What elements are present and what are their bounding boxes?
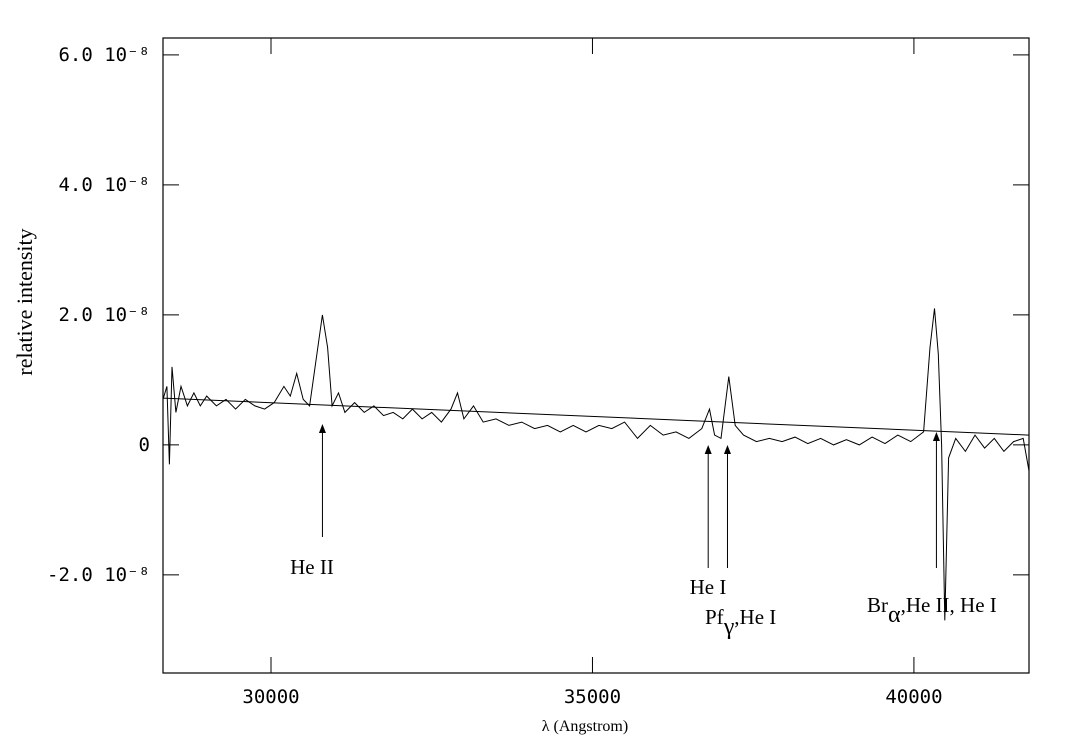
x-tick-label: 40000 [885,686,942,708]
annotation-text: ,He II, He I [901,593,997,617]
annotation-text: Pf [705,605,724,629]
y-tick-label: -2.0 10⁻⁸ [47,564,150,586]
x-axis-label: λ (Angstrom) [542,718,628,735]
arrow-head [318,424,326,433]
annotation: He II [290,555,334,579]
x-tick-label: 35000 [564,686,621,708]
y-tick-label: 2.0 10⁻⁸ [58,304,150,326]
spectrum-line [162,308,1030,621]
arrow-head [704,445,712,454]
arrow-head [723,445,731,454]
x-tick-label: 30000 [242,686,299,708]
arrow-head [932,432,940,441]
y-tick-label: 6.0 10⁻⁸ [58,44,150,66]
annotation-text: He II [290,555,334,579]
annotation: Pfγ,He I [705,605,776,640]
annotation: He I [690,575,727,599]
annotation: Brα,He II, He I [867,593,997,628]
y-tick-label: 0 [139,434,150,456]
annotation-subscript: α [888,602,901,628]
annotation-text: He I [690,575,727,599]
annotation-text: ,He I [734,605,776,629]
continuum-line [162,397,1030,436]
annotation-text: Br [867,593,888,617]
y-tick-label: 4.0 10⁻⁸ [58,174,150,196]
plot-frame [162,37,1030,674]
annotation-subscript: γ [723,614,735,640]
y-axis-label: relative intensity [12,228,37,375]
